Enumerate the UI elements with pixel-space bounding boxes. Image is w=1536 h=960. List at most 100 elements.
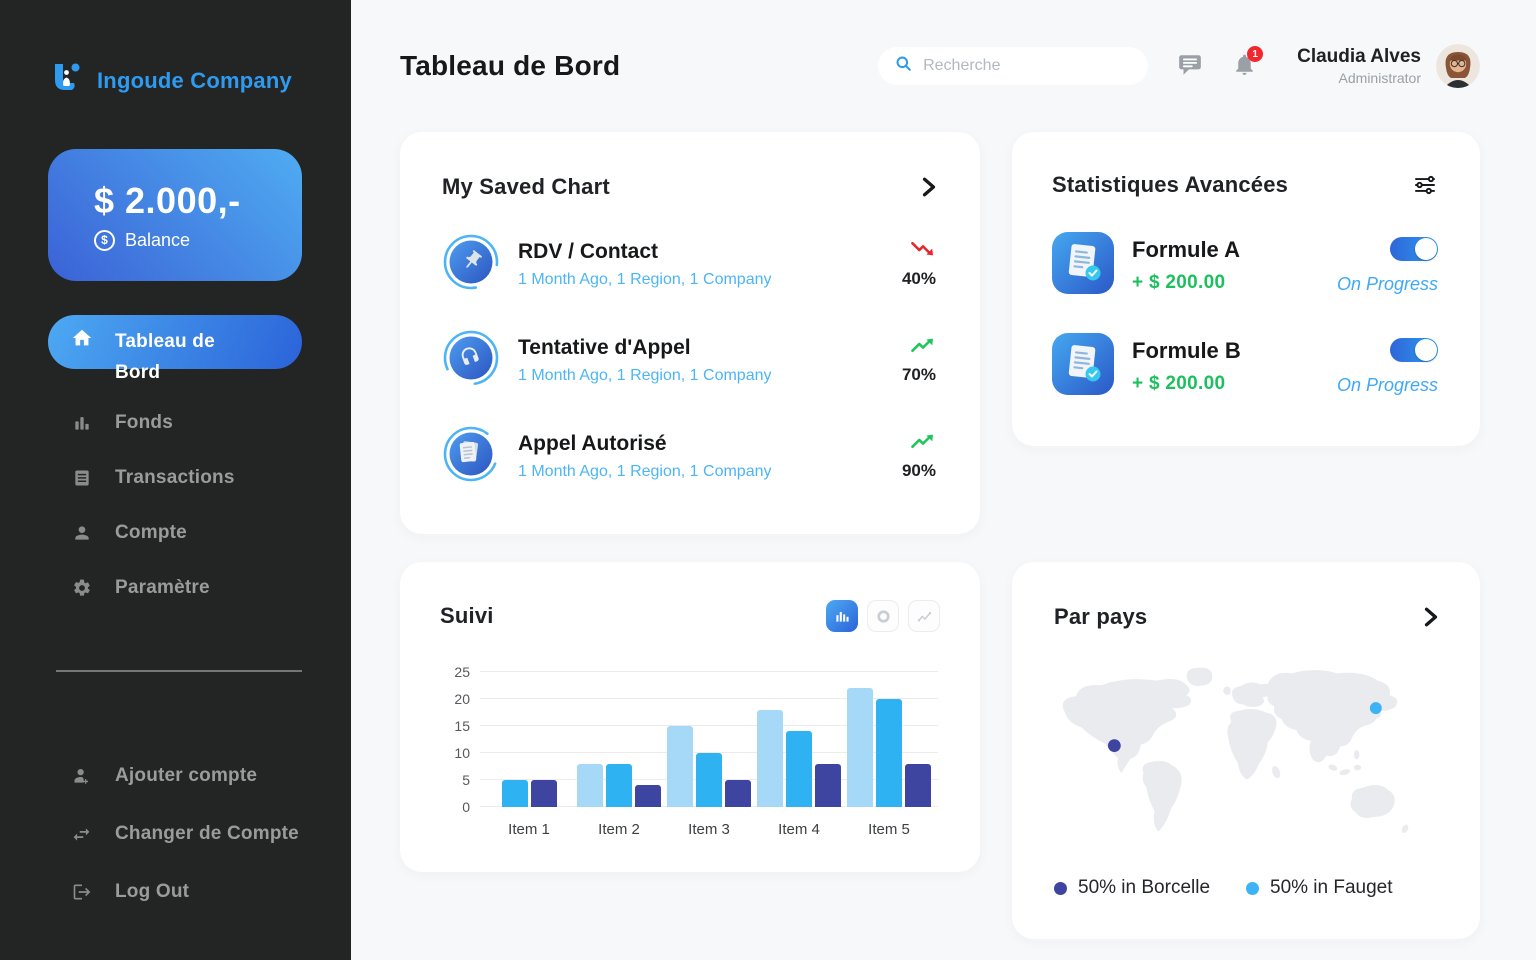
chart-type-donut-button[interactable] bbox=[867, 600, 899, 632]
topbar: Tableau de Bord 1 Claudia Alves Administ… bbox=[400, 0, 1480, 132]
chart-type-switcher bbox=[826, 600, 940, 632]
brand: Ingoude Company bbox=[48, 60, 351, 101]
suivi-title: Suivi bbox=[440, 603, 494, 628]
sidebar-item-log-out[interactable]: Log Out bbox=[48, 874, 302, 910]
balance-amount: $ 2.000,- bbox=[94, 179, 241, 221]
user-menu[interactable]: Claudia Alves Administrator bbox=[1297, 44, 1480, 88]
saved-chart-row-appel-autorise[interactable]: Appel Autorisé 1 Month Ago, 1 Region, 1 … bbox=[442, 425, 936, 488]
main-content: Tableau de Bord 1 Claudia Alves Administ… bbox=[351, 0, 1536, 960]
chart-gridline bbox=[480, 752, 938, 753]
sidebar-item-changer-de-compte[interactable]: Changer de Compte bbox=[48, 816, 302, 852]
chart-bar bbox=[635, 785, 661, 807]
balance-label: Balance bbox=[125, 229, 191, 250]
chart-type-line-button[interactable] bbox=[908, 600, 940, 632]
world-map bbox=[1054, 656, 1438, 853]
sidebar-divider bbox=[56, 670, 302, 672]
search-input[interactable] bbox=[923, 57, 1133, 75]
chart-bar bbox=[530, 780, 557, 807]
chart-bar-group bbox=[754, 709, 844, 807]
trend-down-icon bbox=[910, 240, 936, 263]
x-axis-labels: Item 1 Item 2 Item 3 Item 4 Item 5 bbox=[480, 821, 938, 838]
chart-bar bbox=[905, 763, 931, 807]
trend-up-icon bbox=[910, 336, 936, 359]
statistiques-avancees-card: Statistiques Avancées bbox=[1012, 132, 1480, 446]
chart-bar bbox=[725, 780, 751, 807]
chart-gridline bbox=[480, 725, 938, 726]
sidebar-item-compte[interactable]: Compte bbox=[48, 515, 302, 551]
doc-check-icon bbox=[1052, 333, 1114, 400]
brand-logo-icon bbox=[48, 60, 84, 101]
chart-bar-group bbox=[574, 763, 664, 807]
x-axis-label: Item 3 bbox=[688, 821, 730, 838]
saved-chart-row-tentative-appel[interactable]: Tentative d'Appel 1 Month Ago, 1 Region,… bbox=[442, 329, 936, 392]
sidebar-item-fonds[interactable]: Fonds bbox=[48, 405, 302, 441]
coin-icon: $ bbox=[94, 229, 115, 251]
chart-plot-area: 0 5 10 15 20 25 bbox=[454, 664, 938, 815]
chart-bar bbox=[577, 763, 603, 807]
formule-a-toggle[interactable] bbox=[1390, 236, 1438, 261]
y-axis-tick: 20 bbox=[454, 691, 470, 707]
person-add-icon bbox=[70, 765, 93, 788]
chart-bar bbox=[786, 731, 812, 807]
y-axis-tick: 25 bbox=[454, 664, 470, 680]
documents-icon bbox=[442, 425, 500, 488]
chart-bar bbox=[696, 753, 722, 807]
notifications-button[interactable]: 1 bbox=[1232, 46, 1264, 81]
legend-dot-fauget bbox=[1246, 881, 1259, 895]
home-icon bbox=[70, 326, 93, 349]
user-name: Claudia Alves bbox=[1297, 46, 1421, 67]
x-axis-label: Item 5 bbox=[868, 821, 910, 838]
chart-gridline bbox=[480, 698, 938, 699]
filter-sliders-icon[interactable] bbox=[1412, 172, 1438, 198]
person-icon bbox=[70, 522, 93, 545]
suivi-bar-chart: 0 5 10 15 20 25 Item 1 Item 2 Item 3 Item 4 Item … bbox=[454, 664, 938, 838]
my-saved-chart-card: My Saved Chart bbox=[400, 132, 980, 534]
y-axis-tick: 0 bbox=[462, 799, 470, 815]
y-axis-tick: 15 bbox=[454, 718, 470, 734]
x-axis-label: Item 1 bbox=[508, 821, 550, 838]
par-pays-chevron-right-icon[interactable] bbox=[1424, 607, 1438, 627]
par-pays-card: Par pays bbox=[1012, 562, 1480, 939]
chart-bar bbox=[847, 688, 873, 807]
chart-type-bar-button[interactable] bbox=[826, 600, 858, 632]
x-axis-label: Item 4 bbox=[778, 821, 820, 838]
sidebar-item-tableau-de-bord[interactable]: Tableau de Bord bbox=[48, 315, 302, 383]
notification-badge: 1 bbox=[1247, 46, 1264, 62]
search-bar[interactable] bbox=[878, 47, 1149, 85]
chart-gridline bbox=[480, 671, 938, 672]
sidebar-item-ajouter-compte[interactable]: Ajouter compte bbox=[48, 758, 302, 794]
sidebar-footer-nav: Ajouter compte Changer de Compte Log Out bbox=[48, 758, 351, 910]
content-grid: My Saved Chart bbox=[400, 132, 1480, 939]
formule-b-toggle[interactable] bbox=[1390, 337, 1438, 362]
chart-bar-group bbox=[844, 688, 934, 807]
legend-item-fauget: 50% in Fauget bbox=[1246, 877, 1438, 899]
gear-icon bbox=[70, 577, 93, 600]
suivi-card: Suivi bbox=[400, 562, 980, 872]
saved-chart-chevron-right-icon[interactable] bbox=[922, 177, 936, 197]
user-role: Administrator bbox=[1338, 70, 1421, 86]
saved-chart-row-rdv-contact[interactable]: RDV / Contact 1 Month Ago, 1 Region, 1 C… bbox=[442, 233, 936, 296]
chart-bar bbox=[876, 699, 902, 807]
swap-arrows-icon bbox=[70, 823, 93, 846]
chart-bar-group bbox=[664, 726, 754, 807]
legend-dot-borcelle bbox=[1054, 881, 1067, 895]
chart-bar bbox=[501, 780, 528, 807]
legend-item-borcelle: 50% in Borcelle bbox=[1054, 877, 1246, 899]
stats-title: Statistiques Avancées bbox=[1052, 172, 1289, 197]
sidebar-nav: Tableau de Bord Fonds Transactions Compt… bbox=[48, 315, 351, 606]
chart-bar bbox=[757, 709, 783, 807]
par-pays-title: Par pays bbox=[1054, 604, 1148, 629]
sidebar-item-parametre[interactable]: Paramètre bbox=[48, 570, 302, 606]
sidebar-item-transactions[interactable]: Transactions bbox=[48, 460, 302, 496]
chart-bar-group bbox=[484, 780, 574, 807]
y-axis-tick: 5 bbox=[462, 772, 470, 788]
messages-button[interactable] bbox=[1176, 52, 1204, 81]
y-axis-tick: 10 bbox=[454, 745, 470, 761]
bar-chart-icon bbox=[70, 412, 93, 435]
x-axis-label: Item 2 bbox=[598, 821, 640, 838]
list-icon bbox=[70, 467, 93, 490]
avatar[interactable] bbox=[1436, 44, 1480, 88]
headphones-icon bbox=[442, 329, 500, 392]
stat-row-formule-a: Formule A + $ 200.00 On Progress bbox=[1052, 232, 1438, 299]
